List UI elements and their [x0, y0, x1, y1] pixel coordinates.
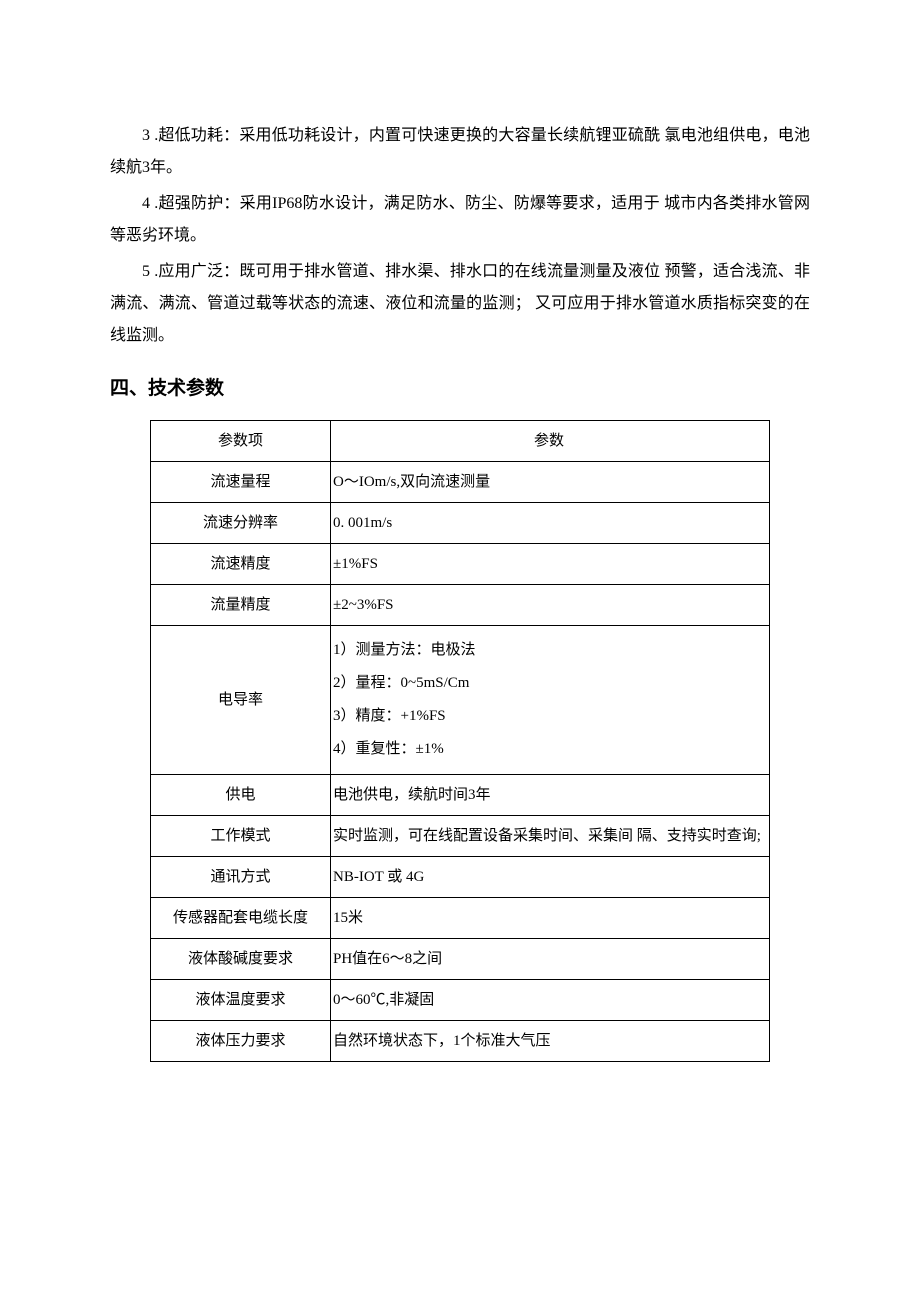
cell-param: 通讯方式	[151, 857, 331, 898]
table-row: 工作模式 实时监测，可在线配置设备采集时间、采集间 隔、支持实时查询;	[151, 816, 770, 857]
cell-value: ±1%FS	[331, 544, 770, 585]
cell-value: 自然环境状态下，1个标准大气压	[331, 1021, 770, 1062]
table-row: 流量精度 ±2~3%FS	[151, 585, 770, 626]
paragraph-4: 4 .超强防护：采用IP68防水设计，满足防水、防尘、防爆等要求，适用于 城市内…	[110, 188, 810, 252]
section-heading: 四、技术参数	[110, 370, 810, 408]
cell-value: 15米	[331, 898, 770, 939]
cell-param: 流速量程	[151, 462, 331, 503]
cell-value: 0～60℃,非凝固	[331, 980, 770, 1021]
cell-param: 流量精度	[151, 585, 331, 626]
table-row: 电导率 1）测量方法：电极法 2）量程：0~5mS/Cm 3）精度：+1%FS …	[151, 626, 770, 775]
table-row: 流速精度 ±1%FS	[151, 544, 770, 585]
cell-value: 1）测量方法：电极法 2）量程：0~5mS/Cm 3）精度：+1%FS 4）重复…	[331, 626, 770, 775]
cell-param: 电导率	[151, 626, 331, 775]
cell-value: ±2~3%FS	[331, 585, 770, 626]
cell-value: O～IOm/s,双向流速测量	[331, 462, 770, 503]
table-row: 传感器配套电缆长度 15米	[151, 898, 770, 939]
cell-param: 供电	[151, 775, 331, 816]
spec-table: 参数项 参数 流速量程 O～IOm/s,双向流速测量 流速分辨率 0. 001m…	[150, 420, 770, 1062]
cell-value: NB-IOT 或 4G	[331, 857, 770, 898]
cell-param: 工作模式	[151, 816, 331, 857]
cell-param: 传感器配套电缆长度	[151, 898, 331, 939]
cell-value: 实时监测，可在线配置设备采集时间、采集间 隔、支持实时查询;	[331, 816, 770, 857]
cell-param: 液体温度要求	[151, 980, 331, 1021]
cell-param: 流速精度	[151, 544, 331, 585]
table-header-row: 参数项 参数	[151, 421, 770, 462]
cell-param: 液体压力要求	[151, 1021, 331, 1062]
table-row: 供电 电池供电，续航时间3年	[151, 775, 770, 816]
cell-value: PH值在6～8之间	[331, 939, 770, 980]
paragraph-5: 5 .应用广泛：既可用于排水管道、排水渠、排水口的在线流量测量及液位 预警，适合…	[110, 256, 810, 352]
header-value: 参数	[331, 421, 770, 462]
table-row: 液体压力要求 自然环境状态下，1个标准大气压	[151, 1021, 770, 1062]
cell-param: 流速分辨率	[151, 503, 331, 544]
table-row: 流速分辨率 0. 001m/s	[151, 503, 770, 544]
table-row: 通讯方式 NB-IOT 或 4G	[151, 857, 770, 898]
cell-param: 液体酸碱度要求	[151, 939, 331, 980]
table-row: 液体酸碱度要求 PH值在6～8之间	[151, 939, 770, 980]
paragraph-3: 3 .超低功耗：采用低功耗设计，内置可快速更换的大容量长续航锂亚硫酰 氯电池组供…	[110, 120, 810, 184]
header-param: 参数项	[151, 421, 331, 462]
table-row: 流速量程 O～IOm/s,双向流速测量	[151, 462, 770, 503]
table-row: 液体温度要求 0～60℃,非凝固	[151, 980, 770, 1021]
cell-value: 电池供电，续航时间3年	[331, 775, 770, 816]
cell-value: 0. 001m/s	[331, 503, 770, 544]
